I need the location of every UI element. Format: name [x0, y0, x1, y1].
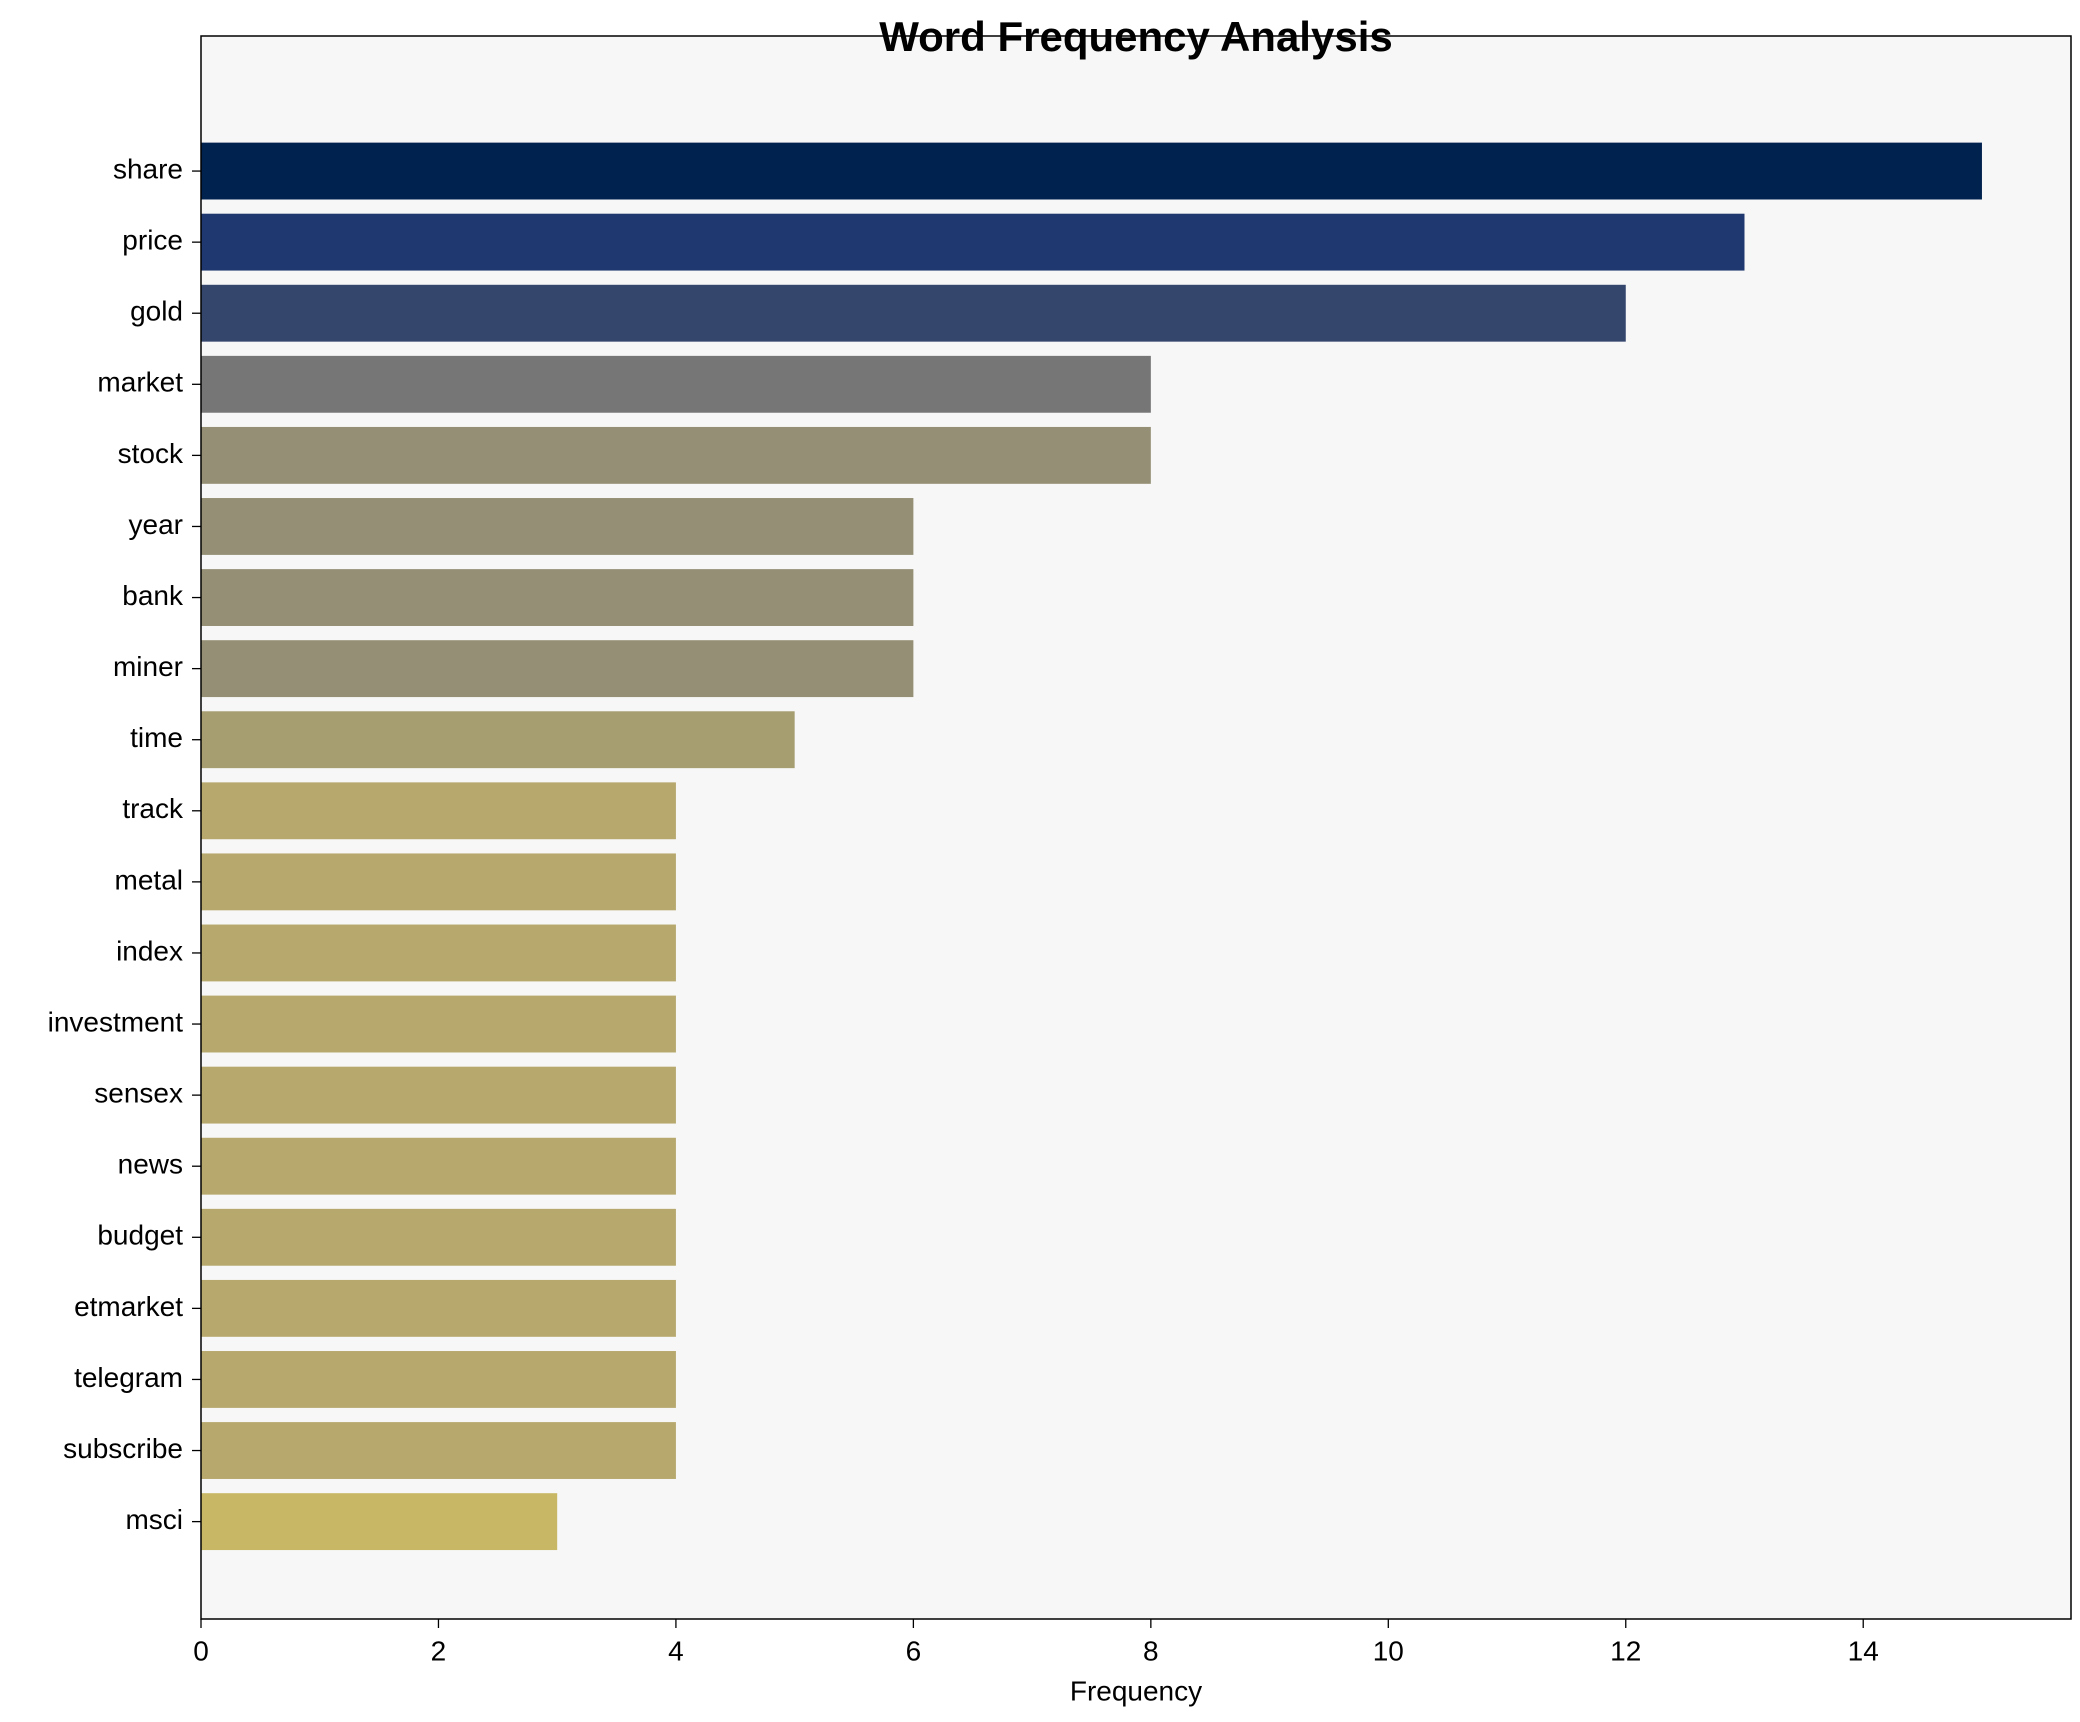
- y-tick-label: price: [122, 225, 183, 256]
- y-tick-label: stock: [118, 438, 184, 469]
- bar: [201, 711, 795, 769]
- bar: [201, 782, 676, 840]
- y-tick-label: year: [129, 509, 183, 540]
- y-tick-label: investment: [48, 1006, 184, 1037]
- bar: [201, 924, 676, 982]
- y-tick-label: telegram: [74, 1362, 183, 1393]
- bar: [201, 995, 676, 1053]
- y-tick-label: sensex: [94, 1078, 183, 1109]
- bar: [201, 1137, 676, 1195]
- x-tick-label: 14: [1848, 1635, 1879, 1666]
- bar: [201, 1279, 676, 1337]
- bar: [201, 1208, 676, 1266]
- x-tick-label: 6: [906, 1635, 922, 1666]
- y-tick-label: time: [130, 722, 183, 753]
- bar: [201, 640, 914, 698]
- bar: [201, 213, 1745, 271]
- plot-frame: [200, 35, 2072, 1620]
- bar: [201, 1493, 558, 1551]
- bar: [201, 569, 914, 626]
- x-tick-label: 8: [1143, 1635, 1159, 1666]
- bar: [201, 1422, 676, 1479]
- bar: [201, 1351, 676, 1408]
- bar: [201, 426, 1151, 484]
- y-tick-label: metal: [115, 864, 183, 895]
- y-tick-label: budget: [97, 1220, 183, 1251]
- x-tick-label: 12: [1610, 1635, 1641, 1666]
- x-tick-label: 2: [431, 1635, 447, 1666]
- y-tick-label: index: [116, 935, 183, 966]
- bar: [201, 853, 676, 911]
- bar: [201, 284, 1626, 342]
- y-tick-label: share: [113, 153, 183, 184]
- y-tick-label: etmarket: [74, 1291, 183, 1322]
- bar: [201, 1066, 676, 1124]
- y-tick-label: gold: [130, 296, 183, 327]
- x-axis-label: Frequency: [1070, 1675, 1202, 1706]
- y-tick-label: msci: [125, 1504, 183, 1535]
- y-tick-label: news: [118, 1149, 183, 1180]
- y-tick-label: bank: [122, 580, 184, 611]
- x-tick-label: 10: [1373, 1635, 1404, 1666]
- y-tick-label: market: [97, 367, 183, 398]
- x-tick-label: 0: [193, 1635, 209, 1666]
- y-tick-label: track: [122, 793, 184, 824]
- y-tick-label: miner: [113, 651, 183, 682]
- bar: [201, 355, 1151, 413]
- x-tick-label: 4: [668, 1635, 684, 1666]
- y-tick-label: subscribe: [63, 1433, 183, 1464]
- bar: [201, 498, 914, 555]
- bar: [201, 142, 1982, 200]
